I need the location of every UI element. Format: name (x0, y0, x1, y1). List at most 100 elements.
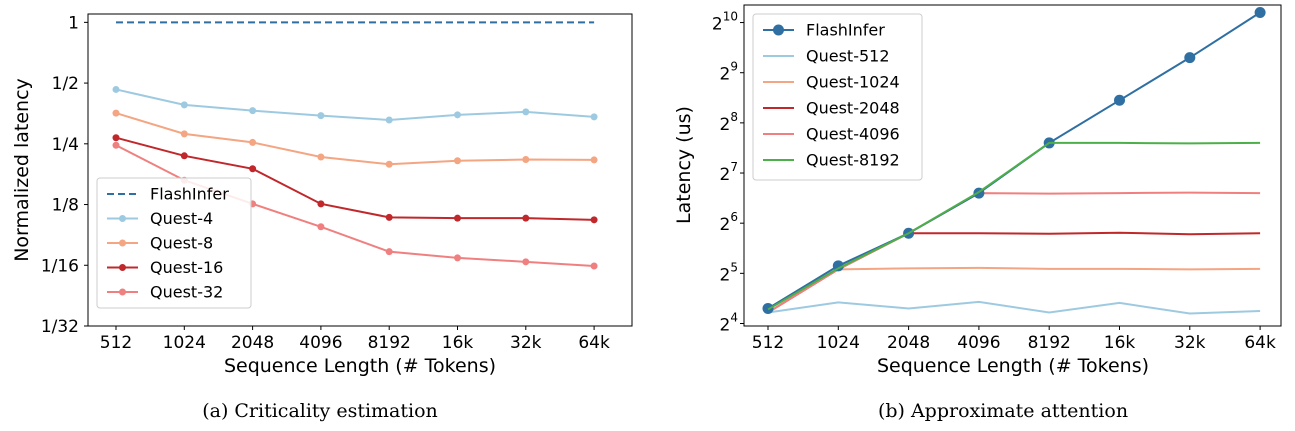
chart-a-y-tick-label: 1 (68, 13, 79, 33)
chart-b-legend-label: Quest-4096 (806, 125, 900, 144)
chart-a-series-line-quest-16 (115, 136, 595, 221)
chart-a-y-label: Normalized latency (11, 78, 33, 262)
chart-b-x-tick-label: 2048 (887, 333, 930, 353)
chart-b-y-tick-label: 24 (720, 310, 738, 335)
chart-b-x-tick-label: 32k (1174, 333, 1206, 353)
chart-b-series-line-quest-1024 (767, 266, 1261, 314)
chart-a-point-quest-8 (522, 156, 530, 164)
chart-a-legend-marker (119, 215, 126, 222)
caption-b: (b) Approximate attention (878, 400, 1128, 422)
chart-b-legend-label: Quest-2048 (806, 99, 900, 118)
chart-a-legend-label: Quest-16 (150, 258, 223, 277)
chart-b-y-tick-label: 26 (720, 210, 738, 235)
chart-a-legend-marker (119, 288, 126, 296)
chart-b-series-line-quest-512 (767, 300, 1261, 315)
chart-a-y-tick-label: 1/2 (52, 74, 79, 94)
chart-b-y-axis: 210 29 28 27 26 25 24 (712, 10, 744, 335)
chart-a-legend-label: Quest-4 (150, 209, 213, 228)
chart-a-point-quest-8 (385, 160, 393, 168)
chart-a-point-quest-32 (112, 141, 120, 149)
chart-a-point-quest-4 (317, 112, 325, 120)
chart-a-legend: FlashInfer Quest-4 Quest-8 Quest-16 Quest-32 (96, 177, 252, 309)
chart-a-point-quest-16 (385, 213, 393, 221)
chart-b-legend-label: Quest-512 (806, 47, 890, 66)
chart-a-y-tick-label: 1/4 (52, 135, 79, 155)
chart-b-y-tick-label: 28 (720, 110, 738, 135)
chart-a-legend-label: FlashInfer (150, 185, 229, 204)
chart-a-point-quest-32 (522, 258, 530, 266)
chart-b-x-tick-label: 512 (752, 333, 784, 353)
chart-b-x-tick-label: 1024 (817, 333, 860, 353)
chart-b-y-tick-label: 27 (720, 160, 738, 185)
chart-a-point-quest-8 (112, 109, 120, 117)
chart-a-legend-box (96, 177, 252, 309)
chart-a-plot-area (87, 13, 633, 327)
chart-b-legend-label: Quest-8192 (806, 151, 900, 170)
chart-b-legend-box (752, 13, 923, 181)
chart-b-legend: FlashInfer Quest-512 Quest-1024 Quest-2048 Q… (752, 13, 923, 181)
chart-a-point-quest-32 (385, 248, 393, 256)
chart-a-point-quest-4 (385, 116, 393, 124)
chart-a-x-axis: 512 1024 2048 4096 8192 16k 32k 64k (100, 326, 610, 353)
chart-a-point-quest-16 (454, 214, 461, 222)
chart-b-series-line-quest-8192 (767, 141, 1261, 311)
chart-a-point-quest-4 (454, 111, 461, 119)
chart-a-legend-marker (119, 239, 126, 247)
chart-a-point-quest-32 (454, 254, 461, 262)
chart-a-x-tick-label: 4096 (299, 333, 342, 353)
chart-a-legend-label: Quest-8 (150, 234, 213, 253)
chart-a-x-tick-label: 8192 (368, 333, 411, 353)
chart-b-x-tick-label: 64k (1244, 333, 1276, 353)
chart-a-y-axis: 1 1/2 1/4 1/8 1/16 1/32 (41, 13, 88, 337)
chart-a-point-quest-32 (317, 223, 325, 231)
chart-a-series-line-quest-8 (115, 112, 595, 166)
chart-a-point-quest-4 (590, 113, 598, 121)
chart-a-point-quest-8 (180, 130, 188, 138)
chart-a-x-tick-label: 32k (510, 333, 542, 353)
chart-a-x-tick-label: 2048 (231, 333, 274, 353)
chart-a-legend-marker (119, 264, 126, 271)
chart-a-point-quest-8 (454, 157, 461, 165)
caption-a: (a) Criticality estimation (202, 400, 438, 422)
chart-b-x-label: Sequence Length (# Tokens) (877, 355, 1149, 377)
chart-b-y-tick-label: 29 (720, 60, 738, 85)
chart-b-legend-marker (773, 24, 784, 36)
chart-b-series-line-quest-2048 (767, 231, 1261, 314)
chart-a-point-quest-8 (249, 138, 257, 146)
chart-b-point-flashinfer (832, 260, 844, 272)
chart-a-x-tick-label: 1024 (163, 333, 206, 353)
chart-a-x-tick-label: 64k (578, 333, 610, 353)
chart-a-legend-label: Quest-32 (150, 283, 223, 302)
chart-criticality-estimation: 1 1/2 1/4 1/8 1/16 1/32 512 1024 2048 4096 8192 16… (11, 13, 633, 422)
chart-approximate-attention: 210 29 28 27 26 25 24 512 1024 2048 4096 8192 16k 32… (673, 4, 1282, 422)
chart-a-point-quest-16 (590, 216, 598, 224)
chart-b-point-flashinfer (1184, 52, 1196, 64)
chart-a-x-label: Sequence Length (# Tokens) (224, 355, 496, 377)
chart-a-point-quest-16 (249, 165, 257, 173)
chart-b-x-tick-label: 16k (1104, 333, 1136, 353)
chart-b-x-tick-label: 8192 (1028, 333, 1071, 353)
chart-a-point-quest-16 (112, 134, 120, 142)
chart-b-point-flashinfer (1114, 94, 1125, 106)
chart-a-point-quest-8 (590, 156, 598, 164)
chart-a-y-tick-label: 1/32 (41, 317, 79, 337)
chart-b-legend-label: Quest-1024 (806, 73, 900, 92)
chart-a-point-quest-32 (590, 262, 598, 270)
chart-a-point-quest-4 (522, 108, 530, 116)
chart-b-x-tick-label: 4096 (957, 333, 1000, 353)
chart-a-point-quest-4 (180, 101, 188, 109)
chart-a-point-quest-4 (249, 107, 257, 115)
chart-b-x-axis: 512 1024 2048 4096 8192 16k 32k 64k (752, 326, 1276, 353)
chart-a-point-quest-4 (112, 85, 120, 93)
chart-b-y-label: Latency (us) (673, 106, 695, 224)
chart-b-series (762, 7, 1266, 315)
chart-a-series-line-quest-4 (115, 88, 595, 122)
chart-a-y-tick-label: 1/8 (52, 196, 79, 216)
chart-a-point-quest-16 (180, 152, 188, 160)
chart-b-plot-area (743, 4, 1282, 327)
chart-a-x-tick-label: 16k (442, 333, 474, 353)
chart-a-y-tick-label: 1/16 (41, 256, 79, 276)
chart-b-y-tick-label: 25 (720, 260, 738, 285)
chart-a-point-quest-16 (317, 200, 325, 208)
